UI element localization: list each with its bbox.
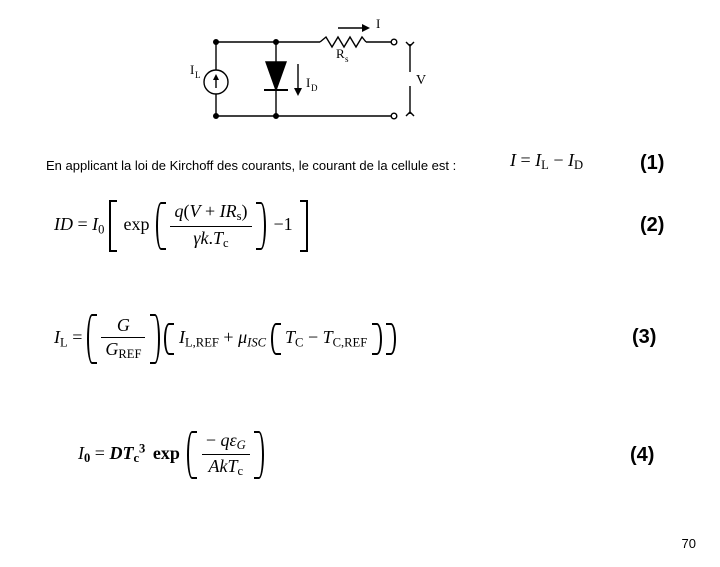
eq2-ID: ID: [54, 214, 73, 234]
page-number: 70: [682, 536, 696, 551]
svg-text:I: I: [190, 62, 194, 77]
eq2-s: s: [237, 210, 242, 224]
eq4-T: T: [122, 443, 133, 463]
eq1-minus: −: [553, 150, 568, 170]
eq4-rparen: [254, 431, 264, 479]
eq3-ISC: ISC: [247, 335, 266, 349]
eq4-D: D: [109, 443, 122, 463]
eq4-G: G: [237, 438, 246, 452]
eq4-Tc: T: [227, 456, 237, 476]
eq2-I0s: 0: [98, 222, 104, 236]
eq4-A: A: [208, 456, 219, 476]
eq3-rparen1: [150, 314, 160, 364]
eq3-CREF: C,REF: [333, 335, 368, 349]
eq3-LREF: L,REF: [185, 335, 219, 349]
eq2-plus: +: [200, 201, 219, 221]
eq4-s0: 0: [84, 451, 90, 465]
svg-text:I: I: [306, 75, 310, 90]
eq4-q: q: [221, 430, 230, 450]
slide-root: I L I R s I D V En applicant la loi de K…: [0, 0, 720, 567]
intro-text: En applicant la loi de Kirchoff des cour…: [46, 158, 456, 173]
eqnum-1: (1): [640, 152, 664, 175]
circuit-diagram: I L I R s I D V: [180, 12, 440, 134]
eq4-c: c: [237, 464, 243, 478]
eq1-ILsub: L: [541, 158, 549, 172]
equation-2: ID = I0 exp q(V + IRs) γk.Tc −1: [54, 200, 308, 252]
eq3-GREF: G: [105, 339, 118, 359]
eq2-c: c: [223, 236, 229, 250]
eq3-rparen2: [386, 323, 396, 355]
eq2-minus1: −1: [271, 214, 296, 234]
eq3-mu: μ: [238, 327, 247, 347]
eq4-eps: ε: [230, 430, 237, 450]
svg-text:L: L: [195, 70, 201, 80]
eq3-TC: T: [285, 327, 295, 347]
eq3-lparen1: [87, 314, 97, 364]
eq4-lparen: [187, 431, 197, 479]
eq3-rparen3: [372, 323, 382, 355]
eq3-frac: G GREF: [101, 315, 145, 362]
eq4-cube: 3: [139, 441, 145, 455]
eq2-exp: exp: [121, 214, 151, 234]
eq3-ILs: L: [60, 335, 68, 349]
eq4-exp: exp: [150, 443, 183, 463]
eq2-rparen: [256, 202, 266, 250]
svg-text:V: V: [416, 73, 426, 88]
eq3-Cs: C: [295, 335, 303, 349]
eq4-frac: − qεG AkTc: [202, 430, 250, 479]
svg-text:D: D: [311, 83, 318, 93]
eq2-IR: IR: [220, 201, 237, 221]
equation-4: I0 = DTc3 exp − qεG AkTc: [78, 430, 264, 479]
eq4-minus: −: [206, 430, 216, 450]
eq2-T: T: [213, 228, 223, 248]
eq3-TCREF: T: [323, 327, 333, 347]
equation-1: I = IL − ID: [510, 150, 583, 173]
eq3-G: G: [117, 315, 130, 335]
eq2-rbracket: [300, 200, 308, 252]
eq1-equals: =: [521, 150, 536, 170]
svg-text:R: R: [336, 46, 345, 61]
eq2-eq: =: [78, 214, 93, 234]
eqnum-4: (4): [630, 444, 654, 467]
eq2-V: V: [189, 201, 200, 221]
eq1-I: I: [510, 150, 516, 170]
eq1-IDsub: D: [574, 158, 583, 172]
eq2-frac: q(V + IRs) γk.Tc: [170, 201, 251, 250]
eq3-minus: −: [308, 327, 323, 347]
eq2-lbracket: [109, 200, 117, 252]
eq3-plus: +: [223, 327, 238, 347]
eq3-lparen2: [164, 323, 174, 355]
svg-text:I: I: [376, 16, 380, 31]
eq3-lparen3: [271, 323, 281, 355]
eq3-REFs: REF: [118, 348, 141, 362]
eq4-eq: =: [95, 443, 110, 463]
eq3-eq: =: [72, 327, 87, 347]
eqnum-3: (3): [632, 326, 656, 349]
equation-3: IL = G GREF IL,REF + μISC TC − TC,REF: [54, 314, 396, 364]
eq2-q: q: [174, 201, 183, 221]
svg-text:s: s: [345, 54, 349, 64]
eq2-lparen: [156, 202, 166, 250]
eqnum-2: (2): [640, 214, 664, 237]
